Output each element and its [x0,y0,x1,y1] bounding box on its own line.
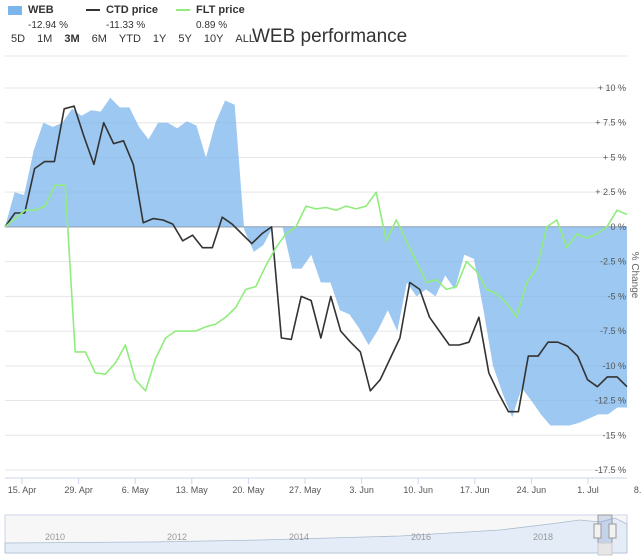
range-button-5d[interactable]: 5D [11,33,26,45]
navigator-series [4,517,628,554]
legend-label: FLT price [196,4,245,16]
range-button-3m[interactable]: 3M [64,33,80,45]
y-tick-label: -7.5 % [600,326,626,336]
navigator-handle-left[interactable] [593,523,602,539]
x-tick-label: 13. May [176,485,209,495]
legend-item-flt[interactable]: FLT price 0.89 % [176,4,245,31]
chart-title: WEB performance [252,26,408,47]
series-line-ctd-price[interactable] [4,105,628,413]
legend-item-ctd[interactable]: CTD price -11.33 % [86,4,158,31]
range-button-6m[interactable]: 6M [91,33,107,45]
x-tick-label: 17. Jun [460,485,490,495]
range-button-10y[interactable]: 10Y [203,33,224,45]
area-swatch-icon [8,5,22,15]
y-tick-label: -12.5 % [595,396,626,406]
x-tick-label: 24. Jun [517,485,547,495]
navigator[interactable]: 2010 2012 2014 2016 2018 [4,514,628,556]
line-swatch-icon [176,9,190,11]
scrollbar-thumb[interactable] [597,542,613,556]
x-tick-label: 29. Apr [64,485,93,495]
x-tick-label: 6. May [122,485,150,495]
y-tick-label: + 2.5 % [595,187,626,197]
legend-value: -12.94 % [28,20,69,31]
legend-item-web[interactable]: WEB -12.94 % [8,4,68,31]
legend: WEB -12.94 % CTD price -11.33 % FLT pric… [8,4,245,31]
navigator-year-label: 2014 [289,532,309,542]
x-tick-label: 1. Jul [577,485,599,495]
x-tick-label: 10. Jun [403,485,433,495]
x-tick-label: 8. Jul [634,485,643,495]
range-button-1y[interactable]: 1Y [152,33,167,45]
range-selector: 5D 1M 3M 6M YTD 1Y 5Y 10Y ALL [11,33,255,45]
y-tick-label: + 10 % [598,83,626,93]
navigator-handle-right[interactable] [608,523,617,539]
y-tick-label: -5 % [607,291,626,301]
line-swatch-icon [86,9,101,11]
legend-value: 0.89 % [196,20,228,31]
x-tick-label: 15. Apr [8,485,37,495]
y-axis-label: % Change [629,252,640,299]
legend-label: WEB [28,4,54,16]
range-button-ytd[interactable]: YTD [118,33,141,45]
range-button-5y[interactable]: 5Y [178,33,192,45]
y-tick-label: -10 % [602,361,626,371]
navigator-year-label: 2012 [167,532,187,542]
x-tick-label: 27. May [289,485,322,495]
y-tick-label: -2.5 % [600,257,626,267]
navigator-year-label: 2010 [45,532,65,542]
legend-value: -11.33 % [106,20,146,31]
x-tick-label: 20. May [232,485,265,495]
y-tick-label: -15 % [602,430,626,440]
range-button-1m[interactable]: 1M [37,33,53,45]
x-tick-label: 3. Jun [349,485,374,495]
navigator-year-label: 2018 [533,532,553,542]
y-tick-label: + 5 % [603,152,626,162]
y-tick-label: -17.5 % [595,465,626,475]
navigator-year-label: 2016 [411,532,431,542]
legend-label: CTD price [106,4,158,16]
y-tick-label: + 7.5 % [595,118,626,128]
y-tick-label: 0 % [610,222,626,232]
series-line-flt-price[interactable] [4,184,628,392]
range-button-all[interactable]: ALL [235,33,255,45]
series-area-web[interactable] [5,97,627,426]
